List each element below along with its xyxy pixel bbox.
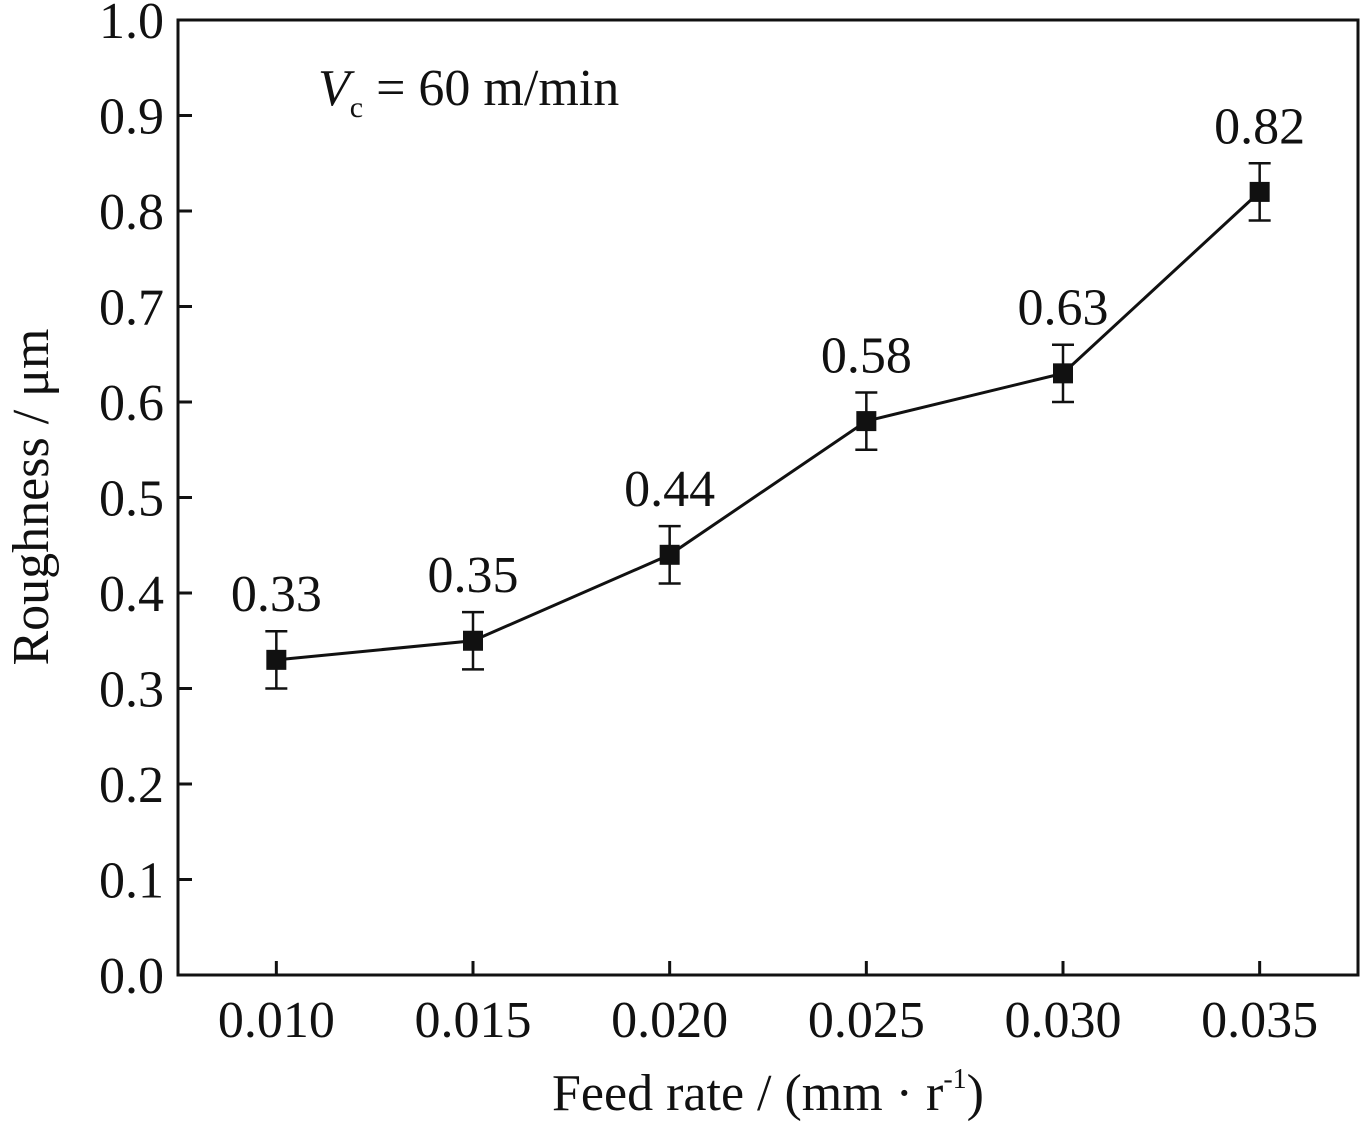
- series: [265, 162, 1271, 690]
- speed-annotation: Vc = 60 m/min: [318, 60, 619, 124]
- data-point-marker: [1053, 363, 1073, 384]
- data-point-marker: [266, 649, 287, 670]
- data-label: 0.44: [624, 461, 715, 518]
- data-label: 0.63: [1018, 280, 1109, 337]
- x-axis-title: Feed rate / (mm · r-1): [552, 1064, 984, 1122]
- data-labels: 0.33 0.35 0.44 0.58 0.63 0.82: [231, 98, 1305, 623]
- y-axis-ticks: 0.0 0.1 0.2 0.3 0.4 0.5 0.6 0.7 0.8 0.9 1.0: [99, 0, 192, 1005]
- data-point-marker: [1249, 181, 1270, 202]
- x-tick-label: 0.020: [611, 992, 728, 1049]
- x-axis-ticks: 0.010 0.015 0.020 0.025 0.030 0.035: [218, 961, 1318, 1049]
- data-point-marker: [856, 411, 877, 432]
- y-tick-label: 1.0: [99, 0, 164, 50]
- x-tick-label: 0.035: [1201, 992, 1318, 1049]
- x-tick-label: 0.030: [1005, 992, 1122, 1049]
- y-tick-label: 0.9: [99, 89, 164, 146]
- data-label: 0.33: [231, 566, 322, 623]
- x-tick-label: 0.010: [218, 992, 335, 1049]
- series-line: [276, 190, 1261, 662]
- y-tick-label: 0.1: [99, 853, 164, 910]
- data-point-marker: [463, 630, 483, 651]
- y-tick-label: 0.5: [99, 471, 164, 528]
- y-axis-title: Roughness / μm: [3, 328, 60, 665]
- data-label: 0.35: [428, 547, 519, 604]
- x-tick-label: 0.025: [808, 992, 925, 1049]
- y-tick-label: 0.0: [99, 948, 164, 1005]
- y-tick-label: 0.8: [99, 184, 164, 241]
- y-tick-label: 0.7: [99, 280, 164, 337]
- data-point-marker: [659, 544, 680, 565]
- plot-frame: [176, 18, 1360, 977]
- data-label: 0.58: [821, 327, 912, 384]
- data-label: 0.82: [1214, 98, 1305, 155]
- y-tick-label: 0.6: [99, 375, 164, 432]
- x-tick-label: 0.015: [415, 992, 532, 1049]
- y-tick-label: 0.4: [99, 566, 164, 623]
- y-tick-label: 0.3: [99, 662, 164, 719]
- y-tick-label: 0.2: [99, 757, 164, 814]
